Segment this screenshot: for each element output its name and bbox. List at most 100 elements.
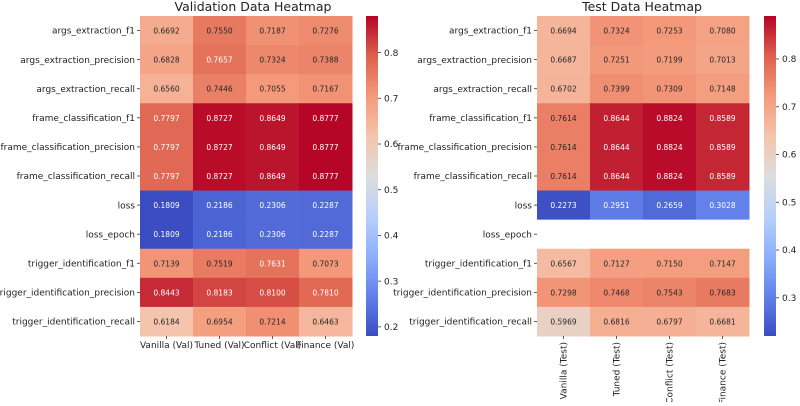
cell-value-label: 0.5969: [550, 317, 576, 326]
heatmap-cell: [299, 132, 353, 162]
cell-value-label: 0.8824: [656, 172, 682, 181]
cell-value-label: 0.8100: [259, 288, 285, 297]
heatmap-cell: [696, 306, 750, 337]
heatmap-cell: [537, 248, 591, 279]
cell-value-label: 0.7073: [312, 259, 338, 268]
heatmap-cell: [590, 103, 644, 133]
heatmap-cell: [537, 74, 591, 104]
y-tick-label: frame_classification_f1: [429, 114, 532, 124]
heatmap-cell: [590, 190, 644, 221]
cell-value-label: 0.7797: [153, 172, 179, 181]
cell-value-label: 0.7388: [312, 56, 338, 65]
cell-value-label: 0.8183: [206, 288, 232, 297]
y-tick-label: loss_epoch: [86, 230, 135, 240]
cell-value-label: 0.7309: [656, 85, 682, 94]
cell-value-label: 0.2186: [206, 201, 232, 210]
cell-value-label: 0.1809: [153, 230, 179, 239]
heatmap-cell: [140, 248, 194, 279]
cell-value-label: 0.7399: [603, 85, 629, 94]
heatmap-cell: [246, 74, 300, 104]
heatmap-cell: [299, 219, 353, 250]
cell-value-label: 0.7167: [312, 85, 338, 94]
heatmap-cell: [696, 16, 750, 46]
cell-value-label: 0.7055: [259, 85, 285, 94]
x-tick-label: Tuned (Test): [613, 342, 623, 397]
cell-value-label: 0.7550: [206, 27, 232, 36]
heatmap-cell: [140, 219, 194, 250]
cell-value-label: 0.7519: [206, 259, 232, 268]
cell-value-label: 0.7150: [656, 259, 682, 268]
heatmap-cell: [537, 16, 591, 46]
x-tick-label: Conflict (Test): [666, 342, 676, 402]
heatmap-cell: [299, 190, 353, 221]
heatmap-cell: [696, 248, 750, 279]
x-tick-label: Finance (Test): [719, 342, 729, 402]
cell-value-label: 0.6687: [550, 56, 576, 65]
cell-value-label: 0.7276: [312, 27, 338, 36]
y-tick-label: trigger_identification_precision: [0, 289, 135, 299]
heatmap-cell: [193, 45, 247, 75]
cell-value-label: 0.7797: [153, 114, 179, 123]
cell-value-label: 0.7214: [259, 317, 285, 326]
heatmap-cell: [246, 219, 300, 250]
cell-value-label: 0.6797: [656, 317, 682, 326]
cell-value-label: 0.8644: [603, 114, 629, 123]
heatmap-panel-test: Test Data Heatmap 0.6694 0.7324 0.7253 0.708…: [393, 0, 796, 404]
heatmap-cell: [246, 103, 300, 133]
cell-value-label: 0.2306: [259, 230, 285, 239]
heatmap-cell: [643, 74, 697, 104]
cell-value-label: 0.7810: [312, 288, 338, 297]
cell-value-label: 0.7187: [259, 27, 285, 36]
heatmap-cell: [193, 74, 247, 104]
heatmap-cell: [246, 306, 300, 337]
cell-value-label: 0.6560: [153, 85, 179, 94]
heatmap-cell: [590, 45, 644, 75]
cell-value-label: 0.7614: [550, 114, 576, 123]
y-tick-label: args_extraction_recall: [433, 85, 532, 95]
cell-value-label: 0.7139: [153, 259, 179, 268]
colorbar-tick-label: 0.7: [782, 103, 796, 113]
cell-value-label: 0.7080: [709, 27, 735, 36]
cell-value-label: 0.1809: [153, 201, 179, 210]
cell-value-label: 0.2287: [312, 230, 338, 239]
heatmap-cell: [299, 277, 353, 308]
heatmap-cell: [246, 248, 300, 279]
heatmap-cell: [299, 161, 353, 192]
y-tick-label: args_extraction_f1: [449, 27, 532, 37]
heatmap-cell: [193, 248, 247, 279]
cell-value-label: 0.7251: [603, 56, 629, 65]
heatmap-cell: [643, 277, 697, 308]
cell-value-label: 0.7199: [656, 56, 682, 65]
heatmap-cell: [590, 161, 644, 192]
y-tick-label: loss: [515, 201, 533, 211]
colorbar-tick-label: 0.2: [384, 323, 398, 333]
cell-value-label: 0.7446: [206, 85, 232, 94]
heatmap-cell: [193, 190, 247, 221]
cell-value-label: 0.8824: [656, 114, 682, 123]
heatmap-cell: [537, 161, 591, 192]
cell-value-label: 0.6694: [550, 27, 576, 36]
x-tick-label: Vanilla (Val): [140, 341, 193, 351]
cell-value-label: 0.8824: [656, 143, 682, 152]
heatmap-cell: [696, 132, 750, 162]
y-tick-label: frame_classification_recall: [414, 172, 532, 182]
cell-value-label: 0.7683: [709, 288, 735, 297]
heatmap-cell: [193, 132, 247, 162]
colorbar: [366, 16, 378, 336]
heatmap-cell: [537, 45, 591, 75]
cell-value-label: 0.6954: [206, 317, 232, 326]
heatmap-cell: [299, 16, 353, 46]
cell-value-label: 0.8589: [709, 114, 735, 123]
heatmap-cell: [643, 132, 697, 162]
cell-value-label: 0.6816: [603, 317, 629, 326]
colorbar-tick-label: 0.6: [384, 140, 399, 150]
heatmap-cell: [140, 190, 194, 221]
heatmap-cell: [193, 219, 247, 250]
cell-value-label: 0.7148: [709, 85, 735, 94]
colorbar-tick-label: 0.5: [782, 198, 796, 208]
chart-title: Validation Data Heatmap: [175, 0, 332, 14]
cell-value-label: 0.2306: [259, 201, 285, 210]
cell-value-label: 0.8649: [259, 172, 285, 181]
cell-value-label: 0.8777: [312, 172, 338, 181]
cell-value-label: 0.8644: [603, 172, 629, 181]
